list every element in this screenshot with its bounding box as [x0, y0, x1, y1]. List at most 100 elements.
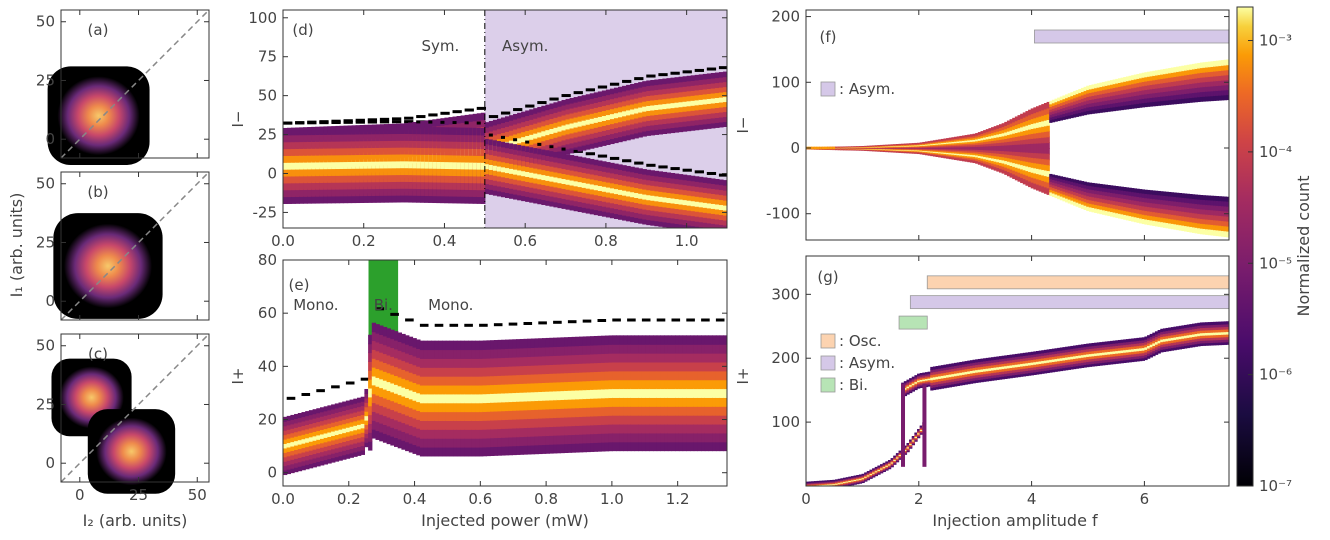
heat-cell [578, 126, 583, 132]
heat-cell [546, 338, 550, 347]
heat-cell [598, 136, 603, 142]
heat-cell [594, 389, 598, 398]
heat-cell [712, 389, 716, 398]
heat-cell [590, 108, 595, 114]
panel-c [51, 334, 209, 494]
heat-cell [364, 442, 368, 447]
heat-cell [654, 94, 659, 100]
heat-cell [287, 162, 292, 169]
heat-cell [618, 107, 623, 113]
heat-cell [287, 196, 292, 203]
heat-cell [372, 349, 376, 358]
heat-cell [553, 112, 558, 118]
heat-cell [578, 96, 583, 102]
heat-cell [533, 178, 538, 184]
heat-cell [627, 335, 631, 344]
heat-cell [408, 188, 413, 195]
heat-cell [283, 421, 287, 426]
heat-cell [290, 433, 294, 438]
heat-cell [435, 341, 439, 350]
heat-cell [711, 203, 716, 209]
heat-cell [716, 371, 720, 380]
heat-cell [657, 415, 661, 424]
heat-cell [586, 198, 591, 204]
panel-a [48, 10, 209, 165]
heat-cell [327, 134, 332, 141]
heat-cell [409, 443, 413, 452]
heat-cell [469, 189, 474, 196]
heat-cell [457, 169, 462, 176]
heat-cell [701, 397, 705, 406]
outlier-cell [464, 324, 473, 327]
heat-cell [575, 434, 579, 443]
heat-cell [461, 128, 466, 135]
heat-cell [461, 148, 466, 155]
heat-cell [396, 147, 401, 154]
heat-cell [368, 406, 372, 415]
heat-cell [658, 129, 663, 135]
heat-cell [572, 372, 576, 381]
outlier-cell [453, 110, 462, 113]
heat-cell [529, 124, 534, 130]
heat-cell [493, 130, 498, 136]
heat-cell [553, 409, 557, 418]
heat-cell [448, 168, 453, 175]
heat-cell [683, 371, 687, 380]
heat-cell [305, 460, 309, 465]
heat-cell [521, 196, 526, 202]
outlier-cell [658, 165, 667, 168]
heat-cell [650, 220, 655, 226]
heat-cell [475, 385, 479, 394]
heat-cell [501, 446, 505, 455]
heat-cell [701, 424, 705, 433]
heat-cell [610, 183, 615, 189]
heat-cell [618, 194, 623, 200]
heat-cell [672, 406, 676, 415]
heat-cell [512, 446, 516, 455]
heat-cell [302, 439, 306, 444]
heat-cell [435, 412, 439, 421]
heat-cell [376, 422, 380, 431]
heat-cell [505, 177, 510, 183]
heat-cell [400, 140, 405, 147]
heat-cell [479, 438, 483, 447]
heat-cell [590, 354, 594, 363]
heat-cell [697, 362, 701, 371]
heat-cell [453, 438, 457, 447]
heat-cell [703, 217, 708, 223]
heat-cell [557, 168, 562, 174]
heat-cell [376, 182, 381, 189]
heat-cell [679, 389, 683, 398]
heat-cell [672, 371, 676, 380]
heat-cell [303, 162, 308, 169]
heat-cell [324, 455, 328, 460]
heat-cell [582, 140, 587, 146]
heat-cell [658, 114, 663, 120]
heat-cell [479, 358, 483, 367]
heat-cell [398, 350, 402, 359]
heat-cell [394, 340, 398, 349]
heat-cell [711, 93, 716, 99]
heat-cell [610, 198, 615, 204]
heat-cell [350, 426, 354, 431]
heat-cell [538, 436, 542, 445]
heat-cell [524, 410, 528, 419]
heat-cell [627, 362, 631, 371]
heat-cell [583, 363, 587, 372]
heat-cell [606, 187, 611, 193]
heat-cell [626, 171, 631, 177]
heat-cell [630, 167, 635, 173]
heat-cell [701, 433, 705, 442]
heat-cell [583, 345, 587, 354]
heat-cell [699, 94, 704, 100]
heat-cell [388, 127, 393, 134]
heat-cell [545, 144, 550, 150]
heat-cell [553, 142, 558, 148]
heat-cell [590, 398, 594, 407]
outlier-cell [553, 321, 562, 324]
heat-cell [601, 353, 605, 362]
heat-cell [616, 389, 620, 398]
heat-cell [598, 416, 602, 425]
heat-cell [561, 399, 565, 408]
heat-cell [533, 153, 538, 159]
